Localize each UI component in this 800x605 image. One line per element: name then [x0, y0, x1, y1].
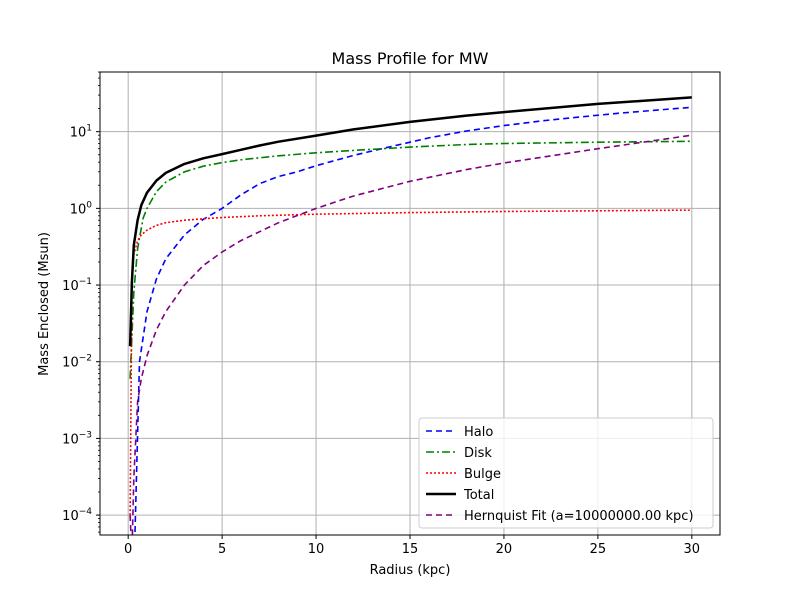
- y-tick-label: 10−2: [62, 354, 92, 371]
- y-tick-base: 10: [62, 356, 79, 371]
- y-tick-exponent: 0: [86, 200, 92, 210]
- y-axis-label: Mass Enclosed (Msun): [37, 232, 52, 376]
- series-line-halo: [134, 106, 692, 535]
- y-tick-exponent: −3: [79, 430, 92, 440]
- series-line-hernquist: [129, 134, 692, 535]
- series-line-disk: [129, 140, 692, 379]
- legend-label: Total: [463, 488, 494, 503]
- x-tick-label: 10: [308, 542, 325, 557]
- x-tick-label: 5: [218, 542, 226, 557]
- legend-label: Hernquist Fit (a=10000000.00 kpc): [464, 509, 694, 524]
- series-layer: [128, 96, 692, 535]
- y-tick-base: 10: [62, 432, 79, 447]
- x-axis-label: Radius (kpc): [370, 563, 451, 578]
- y-tick-base: 10: [70, 126, 87, 141]
- y-tick-base: 10: [70, 202, 87, 217]
- x-tick-label: 0: [124, 542, 132, 557]
- y-tick-exponent: −1: [79, 277, 92, 287]
- series-line-total: [128, 96, 692, 347]
- y-tick-base: 10: [62, 509, 79, 524]
- grid-layer: [100, 72, 720, 535]
- y-tick-label: 10−1: [62, 277, 92, 294]
- y-tick-exponent: 1: [86, 124, 92, 134]
- x-tick-label: 25: [590, 542, 607, 557]
- chart-title: Mass Profile for MW: [332, 49, 489, 68]
- y-tick-exponent: −4: [79, 507, 93, 517]
- series-line-bulge: [129, 209, 692, 516]
- y-tick-label: 101: [70, 124, 92, 141]
- legend-label: Bulge: [464, 467, 501, 482]
- legend-box: [418, 417, 714, 529]
- legend-label: Disk: [464, 446, 492, 461]
- y-tick-label: 10−3: [62, 430, 92, 447]
- legend-label: Halo: [464, 425, 493, 440]
- y-tick-base: 10: [62, 279, 79, 294]
- y-tick-label: 100: [70, 200, 93, 217]
- y-tick-exponent: −2: [79, 354, 92, 364]
- y-tick-label: 10−4: [62, 507, 92, 524]
- x-tick-label: 15: [402, 542, 419, 557]
- legend: Halo Disk Bulge Total Hernquist Fit (a=10000…: [418, 417, 714, 529]
- x-tick-label: 20: [496, 542, 513, 557]
- x-tick-label: 30: [684, 542, 701, 557]
